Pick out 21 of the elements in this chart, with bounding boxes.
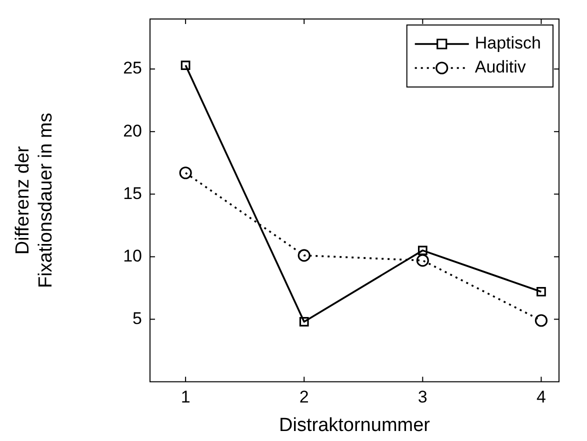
point xyxy=(180,60,190,70)
point xyxy=(536,287,546,296)
y-tick-label: 10 xyxy=(123,246,142,266)
y-axis-title: Differenz der Fixationsdauer in ms xyxy=(12,112,56,288)
y-tick-label: 25 xyxy=(123,58,142,78)
x-tick-label: 4 xyxy=(536,388,546,407)
x-tick-label: 2 xyxy=(299,388,309,407)
y-tick-label: 20 xyxy=(123,121,142,140)
x-tick-label: 1 xyxy=(180,388,190,407)
point xyxy=(416,254,429,267)
x-tick-label: 3 xyxy=(418,388,428,407)
y-tick-label: 15 xyxy=(123,184,142,203)
legend-label: Haptisch xyxy=(474,34,541,53)
point xyxy=(179,166,192,180)
y-tick-label: 5 xyxy=(132,308,142,328)
x-axis-title: Distraktornummer xyxy=(279,414,431,436)
point xyxy=(534,314,548,327)
legend-label: Auditiv xyxy=(474,58,526,77)
point xyxy=(418,246,428,256)
point xyxy=(298,249,310,262)
point xyxy=(299,317,309,326)
